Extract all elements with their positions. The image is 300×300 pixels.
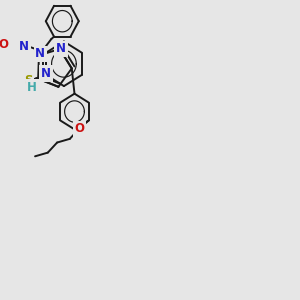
Text: H: H <box>27 81 37 94</box>
Text: N: N <box>35 47 45 60</box>
Text: N: N <box>19 40 29 53</box>
Text: N: N <box>56 43 66 56</box>
Text: O: O <box>0 38 8 51</box>
Text: N: N <box>41 67 51 80</box>
Text: S: S <box>24 74 32 87</box>
Text: O: O <box>74 122 84 135</box>
